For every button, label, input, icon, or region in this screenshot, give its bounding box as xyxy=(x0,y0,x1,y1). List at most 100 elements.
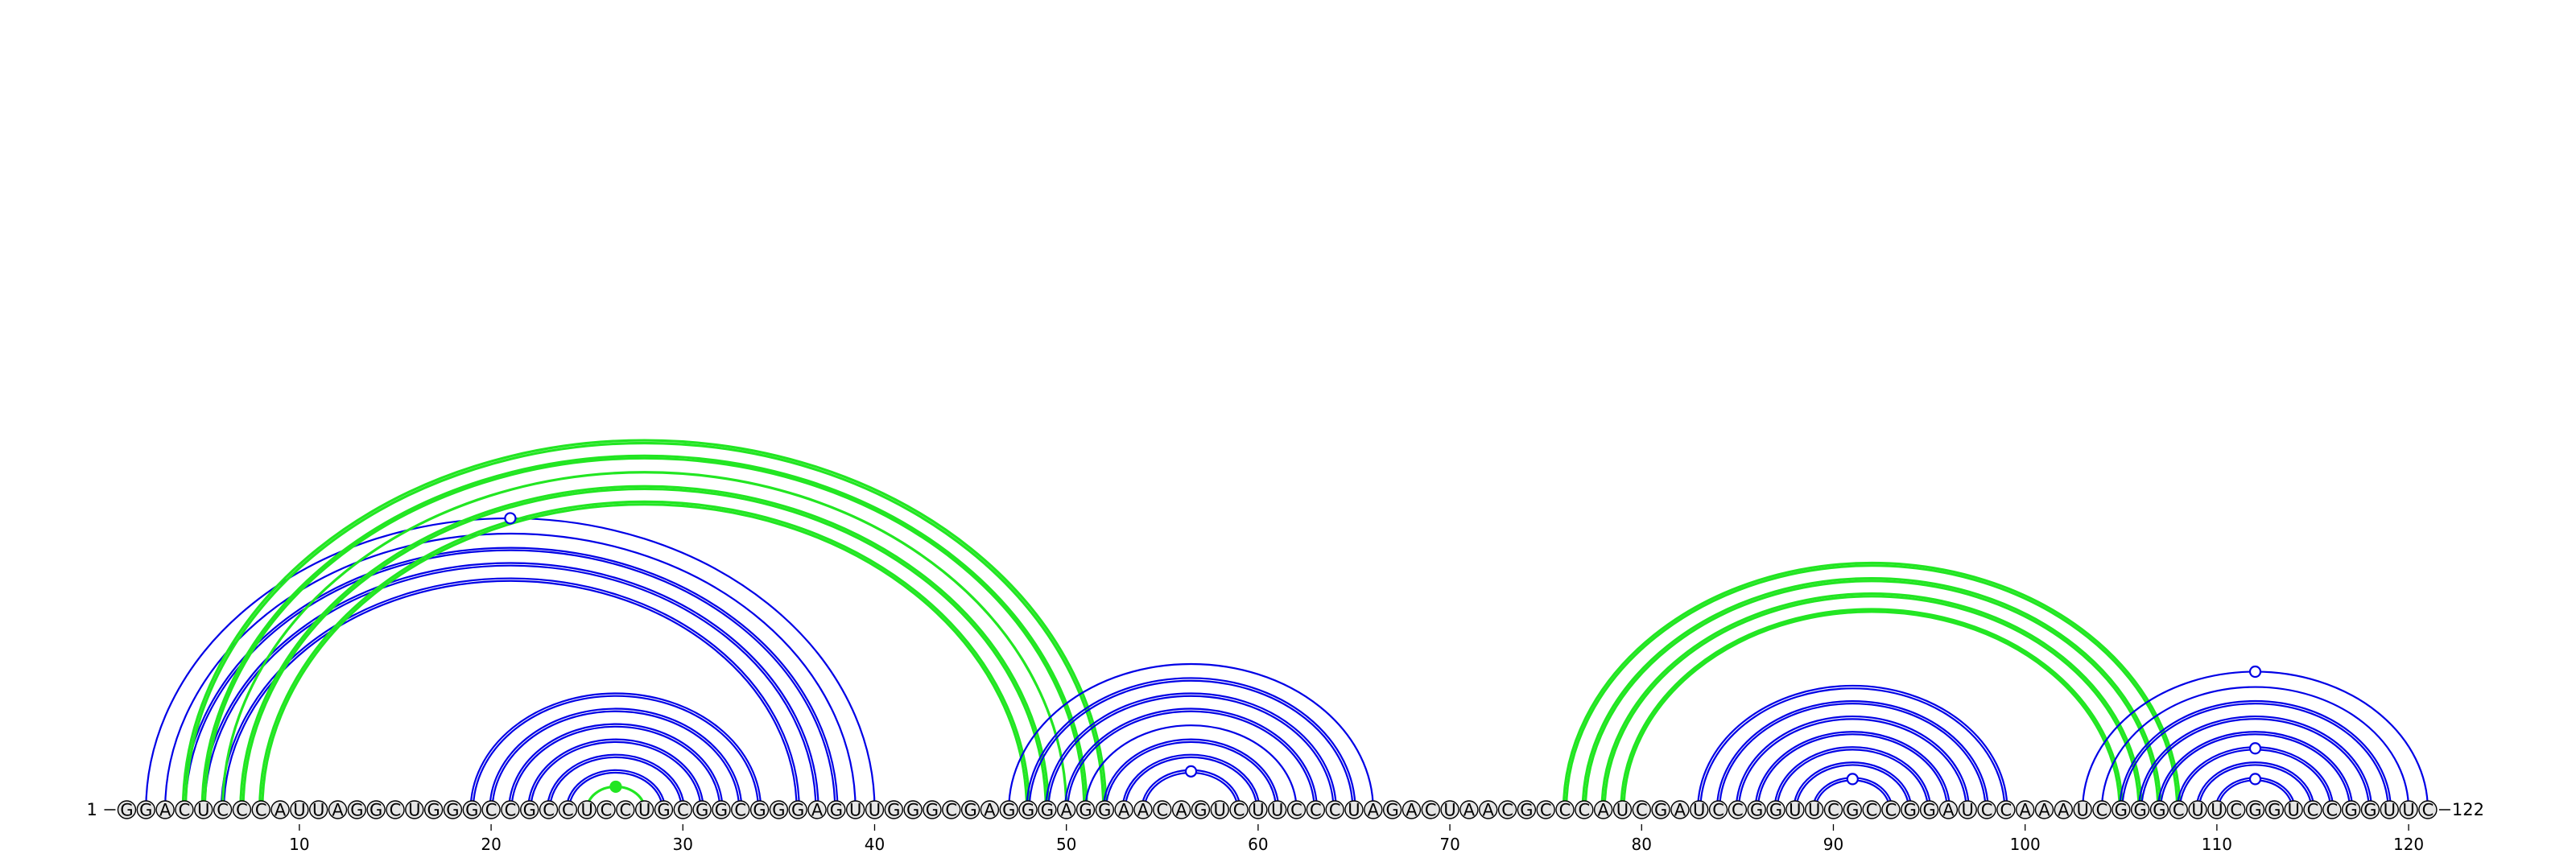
nucleotide: A xyxy=(328,800,348,820)
nucleotide-circle xyxy=(2169,800,2188,819)
nucleotide-circle xyxy=(2015,800,2035,819)
nucleotide-circle xyxy=(2149,800,2169,819)
nucleotide: U xyxy=(1440,800,1459,820)
nucleotide-circle xyxy=(1497,800,1517,819)
nucleotide-circle xyxy=(1958,800,1977,819)
nucleotide-circle xyxy=(807,800,827,819)
nucleotide-circle xyxy=(1766,800,1785,819)
nucleotide: U xyxy=(2284,800,2303,820)
base-pair-arc xyxy=(1008,662,1374,811)
arc-stroke xyxy=(549,756,683,811)
nucleotide: G xyxy=(520,800,539,820)
arc-stroke xyxy=(1028,679,1354,811)
base-pair-arc xyxy=(1045,692,1337,811)
nucleotide-circle xyxy=(1382,800,1402,819)
nucleotide-circle xyxy=(1133,800,1153,819)
nucleotide-circle xyxy=(194,800,213,819)
nucleotide: U xyxy=(634,800,654,820)
nucleotide-circle xyxy=(1210,800,1229,819)
nucleotide: C xyxy=(1421,800,1440,820)
nucleotide-letter: G xyxy=(2248,801,2261,820)
nucleotide-circle xyxy=(443,800,463,819)
nucleotide-circle xyxy=(2112,800,2131,819)
nucleotide-letter: G xyxy=(2133,801,2146,820)
nucleotide: U xyxy=(1785,800,1805,820)
nucleotide: G xyxy=(1382,800,1402,820)
nucleotide: G xyxy=(443,800,463,820)
nucleotide: A xyxy=(1171,800,1191,820)
nucleotide: A xyxy=(1670,800,1690,820)
nucleotide: U xyxy=(2188,800,2207,820)
arc-stroke xyxy=(1715,699,1989,811)
nucleotide: G xyxy=(423,800,444,820)
nucleotide: A xyxy=(1479,800,1498,820)
nucleotide-circle xyxy=(328,800,348,819)
arc-stroke xyxy=(184,441,1105,811)
nucleotide-letter: U xyxy=(2287,801,2299,820)
nucleotide-circle xyxy=(2207,800,2227,819)
base-pair-arc xyxy=(1562,561,2182,811)
nucleotide: G xyxy=(654,800,674,820)
arc-stroke xyxy=(1754,731,1951,811)
arc-stroke xyxy=(1620,608,2124,811)
base-pair-arc xyxy=(1600,592,2143,811)
arc-stroke xyxy=(1121,753,1261,811)
nucleotide-letter: C xyxy=(1885,801,1897,820)
tick-label: 80 xyxy=(1632,835,1652,854)
nucleotide-letter: U xyxy=(197,801,209,820)
nucleotide: A xyxy=(155,800,175,820)
arc-stroke xyxy=(1008,662,1374,811)
nucleotide-letter: G xyxy=(1022,801,1034,820)
position-tick: 100 xyxy=(2010,824,2041,854)
arc-apex-marker xyxy=(2248,665,2262,679)
nucleotide: C xyxy=(2169,800,2188,820)
nucleotide-circle xyxy=(175,800,194,819)
nucleotide: C xyxy=(501,800,520,820)
nucleotide-circle xyxy=(2360,800,2380,819)
nucleotide-circle xyxy=(2054,800,2074,819)
nucleotide: G xyxy=(999,800,1018,820)
nucleotide-letter: U xyxy=(2076,801,2088,820)
nucleotide-letter: C xyxy=(2326,801,2338,820)
nucleotide: C xyxy=(942,800,961,820)
nucleotide: C xyxy=(616,800,635,820)
nucleotide-circle xyxy=(1364,800,1383,819)
nucleotide: C xyxy=(386,800,405,820)
arc-stroke xyxy=(2119,699,2392,811)
arc-stroke xyxy=(527,738,704,811)
arc-stroke xyxy=(2157,731,2354,811)
arc-stroke xyxy=(221,471,1068,811)
arc-stroke xyxy=(1047,695,1335,811)
nucleotide-circle xyxy=(903,800,923,819)
nucleotide-circle xyxy=(1153,800,1172,819)
arc-stroke xyxy=(242,487,1047,811)
nucleotide-circle xyxy=(1402,800,1422,819)
nucleotide-circle xyxy=(1690,800,1709,819)
arc-stroke xyxy=(204,564,817,811)
nucleotide-letter: C xyxy=(1501,801,1513,820)
nucleotide-letter: C xyxy=(1290,801,1302,820)
nucleotide-letter: U xyxy=(869,801,881,820)
nucleotide-letter: C xyxy=(505,801,517,820)
position-tick: 110 xyxy=(2202,824,2232,854)
arc-stroke xyxy=(220,577,800,811)
arc-apex-marker xyxy=(2248,742,2262,755)
arc-stroke xyxy=(2137,715,2373,811)
nucleotide-circle xyxy=(1344,800,1364,819)
nucleotide: G xyxy=(1747,800,1766,820)
nucleotide: C xyxy=(1632,800,1651,820)
arc-stroke xyxy=(1583,580,2160,811)
nucleotide-circle xyxy=(2399,800,2418,819)
nucleotide-letter: U xyxy=(1616,801,1629,820)
nucleotide-letter: G xyxy=(2363,801,2376,820)
nucleotide-letter: A xyxy=(811,801,824,820)
nucleotide: G xyxy=(788,800,807,820)
arc-stroke xyxy=(261,502,1029,811)
tick-label: 70 xyxy=(1439,835,1459,854)
base-pair-arc xyxy=(1715,699,1989,811)
nucleotide-circle xyxy=(1632,800,1651,819)
nucleotide-circle xyxy=(1191,800,1211,819)
nucleotide-circle xyxy=(309,800,328,819)
nucleotide-letter: A xyxy=(275,801,287,820)
nucleotide-circle xyxy=(1114,800,1133,819)
